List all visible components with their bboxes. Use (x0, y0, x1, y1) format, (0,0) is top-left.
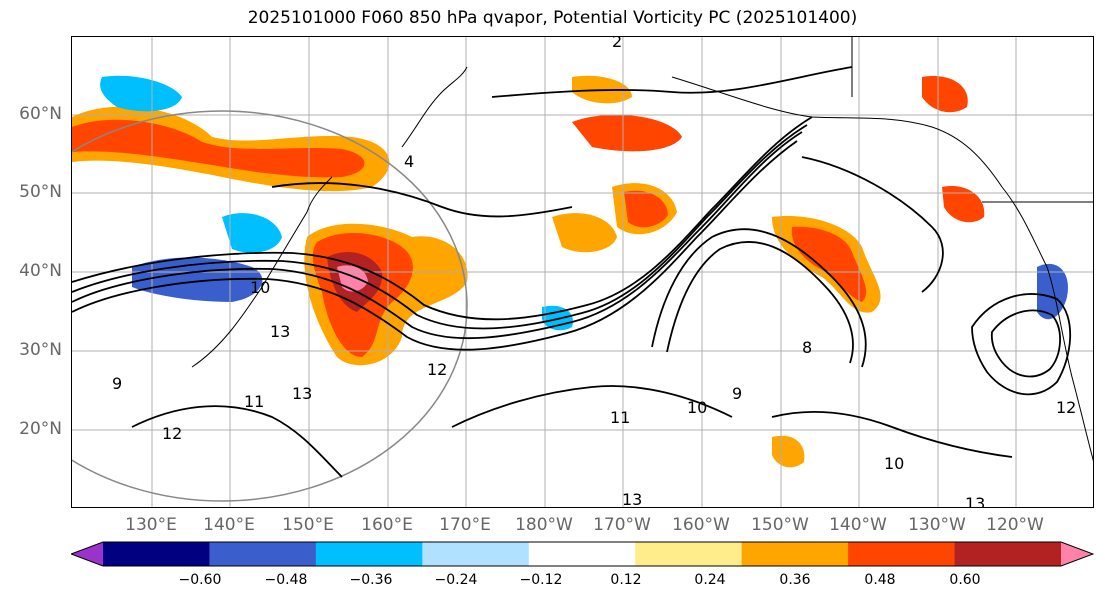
contour-label: 13 (622, 490, 642, 508)
colorbar-segments (71, 542, 1093, 566)
contour-jet-2 (72, 124, 808, 330)
colorbar-segment (528, 542, 636, 566)
lon-label-170e: 170°E (439, 515, 491, 535)
pv-positive-region-gulf-alaska (572, 114, 682, 152)
pv-positive-region-dateline (552, 213, 617, 253)
contour-label: 12 (427, 360, 447, 379)
contour-jet-4 (72, 140, 798, 351)
pv-positive-region-ne-pacific (922, 76, 968, 113)
colorbar-segment (103, 542, 210, 566)
lon-label-140e: 140°E (203, 515, 255, 535)
lon-label-120w: 120°W (986, 515, 1044, 535)
pv-strong-region-midpacific (791, 226, 867, 302)
contour-label: 2 (612, 37, 622, 51)
lat-label-20n: 20°N (19, 419, 62, 439)
colorbar-tick-label: −0.12 (519, 572, 563, 588)
colorbar-tick-label: −0.24 (434, 572, 478, 588)
lat-label-40n: 40°N (19, 261, 62, 281)
colorbar-tick-label: 0.48 (864, 572, 896, 588)
contour-east-low-2 (990, 309, 1061, 378)
colorbar-segment (635, 542, 743, 566)
contour-label: 13 (270, 322, 290, 341)
contour-label-layer: 2 4 10 13 12 9 11 12 13 8 10 9 11 13 10 … (112, 37, 1076, 508)
contour-south-1 (451, 385, 733, 428)
pv-contours (72, 66, 1072, 478)
contour-label: 10 (687, 398, 707, 417)
contour-north-1 (271, 182, 573, 218)
coastline-alaska (671, 76, 1003, 188)
lon-label-130e: 130°E (125, 515, 177, 535)
contour-label: 13 (292, 384, 312, 403)
colorbar-segment (315, 542, 423, 566)
contour-label: 12 (1056, 398, 1076, 417)
pv-fill-layer (72, 75, 1068, 468)
lon-label-160e: 160°E (361, 515, 413, 535)
contour-label: 10 (250, 278, 270, 297)
lon-label-170w: 170°W (593, 515, 651, 535)
contour-label: 4 (404, 152, 414, 171)
contour-label: 13 (965, 494, 985, 508)
contour-label: 9 (112, 374, 122, 393)
lon-label-140w: 140°W (829, 515, 887, 535)
contour-trough-2 (666, 241, 854, 364)
contour-label: 9 (732, 384, 742, 403)
contour-label: 10 (884, 454, 904, 473)
colorbar-tick-label: −0.36 (349, 572, 393, 588)
map-panel: 2 4 10 13 12 9 11 12 13 8 10 9 11 13 10 … (71, 36, 1094, 508)
colorbar-tick-label: 0.24 (694, 572, 726, 588)
contour-jet-3 (72, 116, 813, 321)
lat-label-30n: 30°N (19, 340, 62, 360)
contour-label: 11 (244, 392, 264, 411)
contour-jet-1 (72, 131, 803, 340)
coastlines (191, 37, 1093, 462)
pv-negative-light-east-asia (222, 213, 282, 253)
pv-positive-region-coast (942, 186, 985, 223)
contour-ridge-east (801, 156, 944, 293)
colorbar-segment (741, 542, 849, 566)
contour-label: 8 (802, 338, 812, 357)
contour-sw-1 (131, 405, 343, 478)
colorbar-tick-label: −0.60 (178, 572, 222, 588)
colorbar-tick-label: 0.36 (779, 572, 811, 588)
colorbar-outline (71, 541, 1094, 567)
colorbar-tick-label: 0.12 (610, 572, 642, 588)
lon-label-160w: 160°W (672, 515, 730, 535)
map-canvas: 2 4 10 13 12 9 11 12 13 8 10 9 11 13 10 … (72, 37, 1093, 508)
lon-label-130w: 130°W (908, 515, 966, 535)
contour-north-2 (491, 66, 853, 98)
contour-south-2 (771, 410, 1013, 458)
colorbar-segment (209, 542, 317, 566)
pv-positive-region-south (772, 435, 805, 468)
lon-label-150w: 150°W (751, 515, 809, 535)
pv-strong-region-west (72, 119, 365, 178)
contour-east-low-1 (971, 293, 1072, 396)
pv-strong-region-jet-exit (624, 190, 668, 228)
contour-trough-1 (651, 228, 867, 368)
colorbar-extend-low (71, 542, 103, 566)
colorbar (71, 541, 1094, 567)
map-title: 2025101000 F060 850 hPa qvapor, Potentia… (247, 8, 858, 28)
lon-label-180w: 180°W (515, 515, 573, 535)
coastline-kamchatka (401, 66, 468, 148)
colorbar-extend-high (1061, 542, 1093, 566)
range-circle (72, 110, 468, 502)
pv-negative-region-california (1037, 263, 1068, 320)
colorbar-segment (954, 542, 1062, 566)
colorbar-segment (422, 542, 530, 566)
contour-label: 12 (162, 424, 182, 443)
graticule (72, 37, 1093, 507)
colorbar-tick-label: −0.48 (264, 572, 308, 588)
lon-label-150e: 150°E (282, 515, 334, 535)
lat-label-60n: 60°N (19, 104, 62, 124)
lat-label-50n: 50°N (19, 182, 62, 202)
colorbar-segment (848, 542, 956, 566)
coastline-north-america (1001, 186, 1093, 462)
colorbar-tick-label: 0.60 (949, 572, 981, 588)
pv-negative-region-north (100, 75, 182, 112)
contour-label: 11 (610, 408, 630, 427)
